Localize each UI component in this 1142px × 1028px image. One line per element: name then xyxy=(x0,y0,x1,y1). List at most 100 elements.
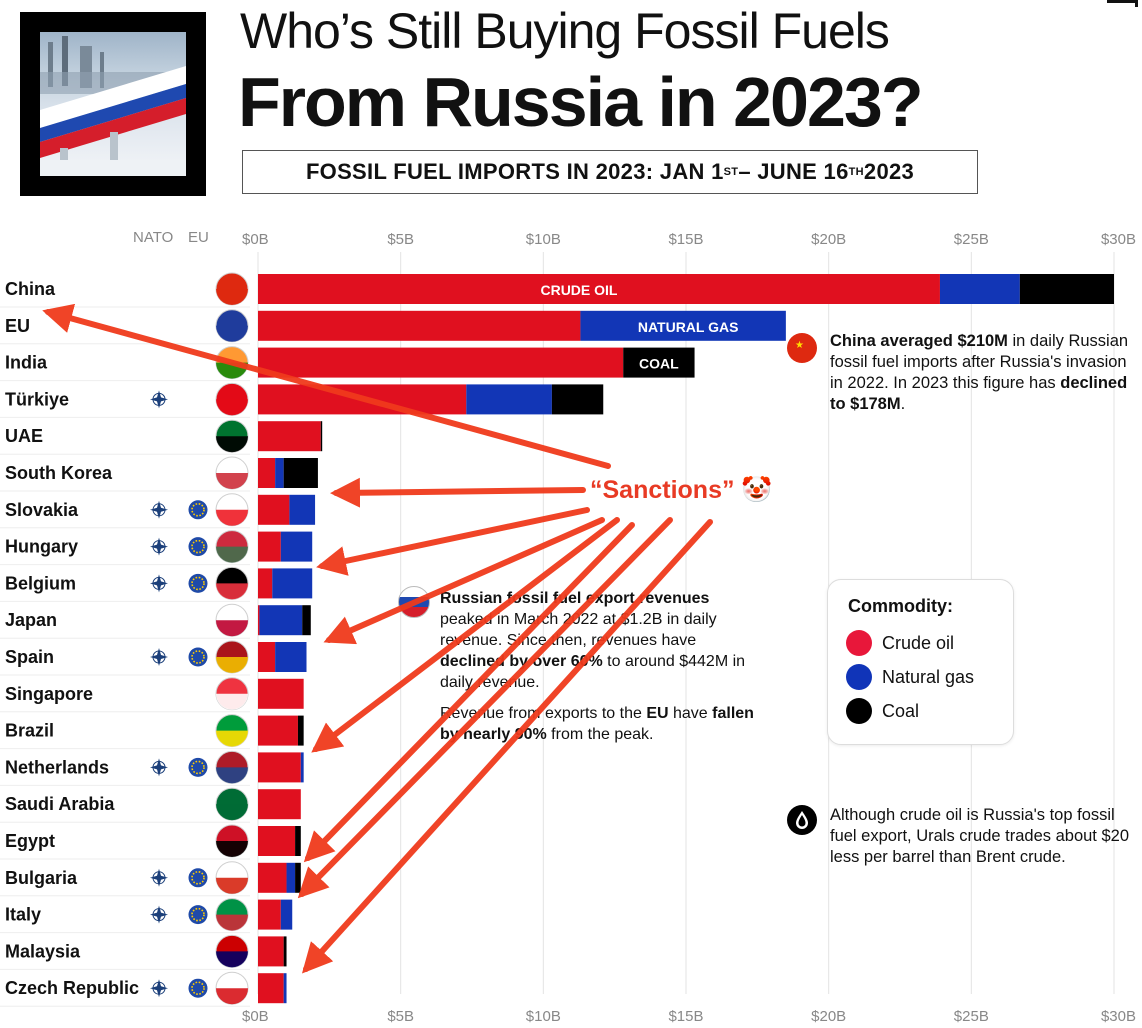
revenue-callout: Russian fossil fuel export revenues peak… xyxy=(440,588,760,745)
eu-column-header: EU xyxy=(188,229,209,246)
china-flag-icon: ★ xyxy=(787,333,817,363)
bar-crude-oil xyxy=(258,605,260,636)
flag-turkiye-icon xyxy=(215,382,249,416)
country-label: Brazil xyxy=(5,721,54,741)
svg-text:★: ★ xyxy=(795,340,804,351)
bar-natural-gas xyxy=(580,310,786,341)
x-tick-label-bottom: $30B xyxy=(1101,1008,1136,1025)
nato-ring xyxy=(152,871,166,885)
x-tick-label-top: $30B xyxy=(1101,231,1136,248)
nato-ring xyxy=(152,503,166,517)
flag-spain-icon xyxy=(215,640,249,674)
bar-crude-oil xyxy=(258,531,281,562)
china-note-text-1: in daily Russian fossil fuel imports aft… xyxy=(830,332,1129,392)
eu-icon xyxy=(188,500,208,520)
legend-label: Natural gas xyxy=(882,666,975,687)
nato-star xyxy=(150,537,168,556)
nato-star xyxy=(150,500,168,519)
country-label: Türkiye xyxy=(5,389,69,409)
country-label: Saudi Arabia xyxy=(5,794,115,814)
eu-icon xyxy=(188,978,208,998)
flag-half xyxy=(216,767,248,784)
flag-singapore-icon xyxy=(215,677,249,711)
bar-coal xyxy=(551,384,604,415)
x-tick-label-top: $10B xyxy=(526,231,561,248)
eu-stars xyxy=(191,760,205,775)
nato-icon xyxy=(150,905,168,924)
china-note-bold-2: declined to $178M xyxy=(830,374,1128,413)
revenue-note2-text-3: from the peak. xyxy=(546,726,654,743)
subtitle-sup-2: TH xyxy=(848,166,864,178)
eu-stars xyxy=(191,870,205,885)
flag-japan-icon xyxy=(215,603,249,637)
eu-icon xyxy=(188,573,208,593)
country-label: Bulgaria xyxy=(5,868,78,888)
x-tick-label-top: $20B xyxy=(811,231,846,248)
subtitle-part-a: FOSSIL FUEL IMPORTS IN 2023: JAN 1 xyxy=(305,159,724,184)
nato-star xyxy=(150,574,168,593)
legend-item-coal: Coal xyxy=(846,698,919,724)
eu-stars xyxy=(191,539,205,554)
bar-crude-oil xyxy=(258,789,301,820)
bar-crude-oil xyxy=(258,458,276,488)
bar-coal xyxy=(297,715,304,746)
eu-stars xyxy=(191,907,205,922)
bar-natural-gas xyxy=(275,642,307,672)
flag-half xyxy=(216,473,248,489)
revenue-note-bold-1: Russian fossil fuel export revenues xyxy=(440,590,710,607)
bar-coal xyxy=(623,347,695,378)
nato-star xyxy=(150,905,168,924)
nato-icon xyxy=(150,537,168,556)
flag-hungary-icon xyxy=(215,530,249,564)
eu-icon xyxy=(188,647,208,667)
x-tick-label-bottom: $25B xyxy=(954,1008,989,1025)
title-line-2: From Russia in 2023? xyxy=(238,63,924,141)
crude-oil-callout: Although crude oil is Russia's top fossi… xyxy=(830,806,1130,866)
flag-half xyxy=(216,325,248,342)
nato-icon xyxy=(150,758,168,777)
flag-half xyxy=(216,399,248,416)
china-callout: China averaged $210M in daily Russian fo… xyxy=(830,331,1130,415)
bar-crude-oil xyxy=(258,715,298,746)
x-tick-label-bottom: $0B xyxy=(242,1008,269,1025)
bar-natural-gas xyxy=(939,274,1020,304)
bar-natural-gas xyxy=(289,494,316,525)
x-tick-label-bottom: $15B xyxy=(668,1008,703,1025)
country-label: Netherlands xyxy=(5,757,109,777)
flag-half xyxy=(216,362,248,379)
bar-coal xyxy=(295,826,301,856)
china-note-text-2: . xyxy=(900,395,906,413)
nato-ring xyxy=(152,981,166,995)
nato-icon xyxy=(150,648,168,666)
flag-bulgaria-icon xyxy=(215,861,249,895)
eu-icon xyxy=(188,905,208,925)
header-thumbnail xyxy=(20,12,206,196)
country-label: Belgium xyxy=(5,573,76,593)
corner-mark xyxy=(1107,0,1138,7)
eu-stars xyxy=(191,576,205,591)
bar-coal xyxy=(283,936,287,967)
bar-natural-gas xyxy=(259,605,303,636)
flag-half xyxy=(216,804,248,821)
x-tick-label-top: $5B xyxy=(387,231,414,248)
nato-icon xyxy=(150,868,168,887)
nato-ring xyxy=(152,540,166,554)
x-tick-label-bottom: $20B xyxy=(811,1008,846,1025)
country-label: Spain xyxy=(5,647,54,667)
nato-icon xyxy=(150,500,168,519)
x-tick-label-top: $15B xyxy=(668,231,703,248)
country-label: South Korea xyxy=(5,463,113,483)
flag-half xyxy=(216,988,248,1005)
eu-icon xyxy=(188,868,208,888)
flag-malaysia-icon xyxy=(215,934,249,968)
bar-crude-oil xyxy=(258,973,284,1004)
bar-natural-gas xyxy=(280,899,293,930)
flag-netherlands-icon xyxy=(215,750,249,784)
subtitle-part-b: – JUNE 16 xyxy=(738,159,849,184)
nato-column-header: NATO xyxy=(133,229,174,246)
country-label: China xyxy=(5,279,56,299)
x-tick-label-top: $0B xyxy=(242,231,269,248)
flag-uae-icon xyxy=(215,419,249,453)
flag-half xyxy=(216,289,248,305)
legend-title: Commodity: xyxy=(848,596,953,616)
